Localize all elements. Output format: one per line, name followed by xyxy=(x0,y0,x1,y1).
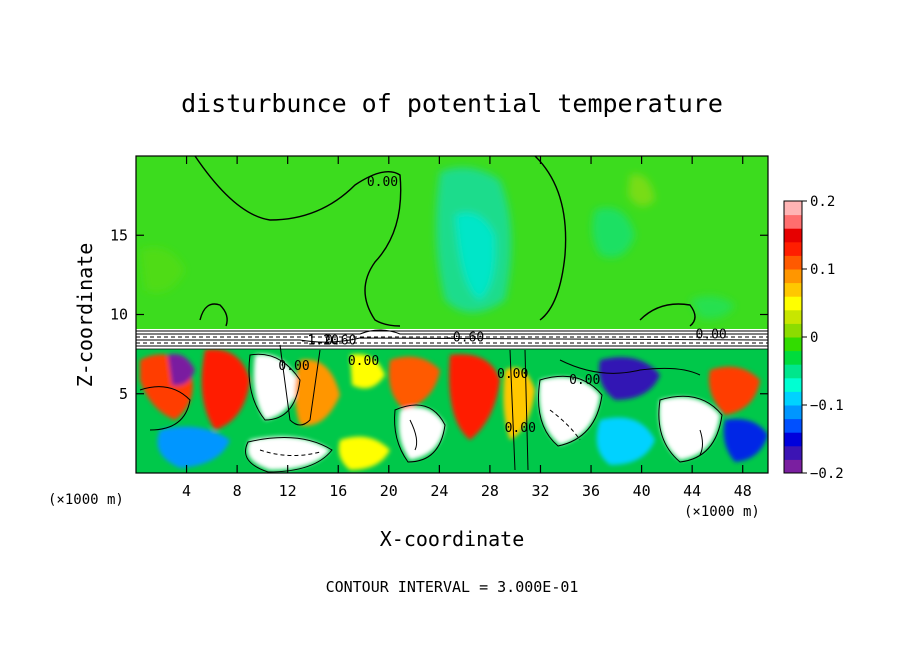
x-tick-label-8: 36 xyxy=(582,482,600,500)
colorbar-swatch-16 xyxy=(784,241,802,256)
x-unit-label: (×1000 m) xyxy=(684,504,760,520)
lower-layer-anomalies xyxy=(140,349,768,470)
colorbar-swatch-15 xyxy=(784,255,802,270)
contour-labels: 0.00 -1.200.60 -0.60 0.00 0.00 0.00 0.00 0.00 0.… xyxy=(278,175,726,436)
colorbar-tick-label-0: 0.2 xyxy=(810,194,835,210)
y-tick-label-1: 10 xyxy=(110,306,128,324)
z-unit-label: (×1000 m) xyxy=(48,492,124,508)
colorbar-swatch-18 xyxy=(784,214,802,229)
plot-area: 0.00 -1.200.60 -0.60 0.00 0.00 0.00 0.00 0.00 0.… xyxy=(136,156,768,473)
colorbar-swatch-12 xyxy=(784,296,802,311)
colorbar-swatch-7 xyxy=(784,364,802,379)
x-tick-label-2: 12 xyxy=(279,482,297,500)
colorbar-swatch-2 xyxy=(784,432,802,447)
x-tick-label-1: 8 xyxy=(233,482,242,500)
x-tick-label-6: 28 xyxy=(481,482,499,500)
colorbar-swatch-13 xyxy=(784,282,802,297)
x-tick-label-9: 40 xyxy=(633,482,651,500)
y-tick-label-2: 15 xyxy=(110,226,128,244)
x-tick-label-0: 4 xyxy=(182,482,191,500)
chart-title: disturbunce of potential temperature xyxy=(181,89,723,118)
contour-label-4: 0.00 xyxy=(695,327,726,342)
colorbar-swatch-8 xyxy=(784,350,802,365)
y-axis-label: Z-coordinate xyxy=(73,243,97,388)
colorbar-tick-label-4: −0.2 xyxy=(810,466,844,482)
x-tick-label-11: 48 xyxy=(734,482,752,500)
colorbar-swatch-3 xyxy=(784,418,802,433)
x-axis: 4 8 12 16 20 24 28 32 36 40 44 48 xyxy=(182,156,752,500)
colorbar-swatch-5 xyxy=(784,391,802,406)
colorbar-swatch-11 xyxy=(784,309,802,324)
x-tick-label-10: 44 xyxy=(683,482,701,500)
contour-label-8: 0.00 xyxy=(278,359,309,374)
contour-label-7: 0.00 xyxy=(505,421,536,436)
contour-label-1: -1.20 xyxy=(300,334,339,349)
colorbar-swatch-6 xyxy=(784,377,802,392)
x-axis-label: X-coordinate xyxy=(380,527,525,551)
colorbar-tick-label-2: 0 xyxy=(810,330,818,346)
contour-label-5: 0.00 xyxy=(569,373,600,388)
y-tick-label-0: 5 xyxy=(119,385,128,403)
upper-contours xyxy=(194,156,696,327)
inversion-layer-contours xyxy=(136,329,768,350)
colorbar-swatch-9 xyxy=(784,337,802,352)
x-tick-label-7: 32 xyxy=(531,482,549,500)
contour-label-3: -0.60 xyxy=(445,330,484,345)
x-tick-label-5: 24 xyxy=(430,482,448,500)
colorbar-tick-label-3: −0.1 xyxy=(810,398,844,414)
colorbar-swatch-14 xyxy=(784,269,802,284)
colorbar-swatch-0 xyxy=(784,459,802,474)
lower-contours xyxy=(139,344,723,473)
y-axis: 5 10 15 xyxy=(110,226,768,403)
contour-label-0: 0.00 xyxy=(367,175,398,190)
x-tick-label-3: 16 xyxy=(329,482,347,500)
colorbar-swatch-1 xyxy=(784,445,802,460)
colorbar-ticks: 0.2 0.1 0 −0.1 −0.2 xyxy=(802,194,844,482)
colorbar-tick-label-1: 0.1 xyxy=(810,262,835,278)
colorbar-swatch-4 xyxy=(784,405,802,420)
contour-label-6: 0.00 xyxy=(497,367,528,382)
contour-label-2: 0.60 xyxy=(325,334,356,349)
contour-interval-note: CONTOUR INTERVAL = 3.000E-01 xyxy=(326,578,579,596)
x-tick-label-4: 20 xyxy=(380,482,398,500)
colorbar-swatch-19 xyxy=(784,201,802,216)
upper-layer-anomalies xyxy=(140,167,735,319)
colorbar-swatch-10 xyxy=(784,323,802,338)
colorbar-swatch-17 xyxy=(784,228,802,243)
colorbar xyxy=(783,200,803,474)
contour-label-9: 0.00 xyxy=(348,354,379,369)
